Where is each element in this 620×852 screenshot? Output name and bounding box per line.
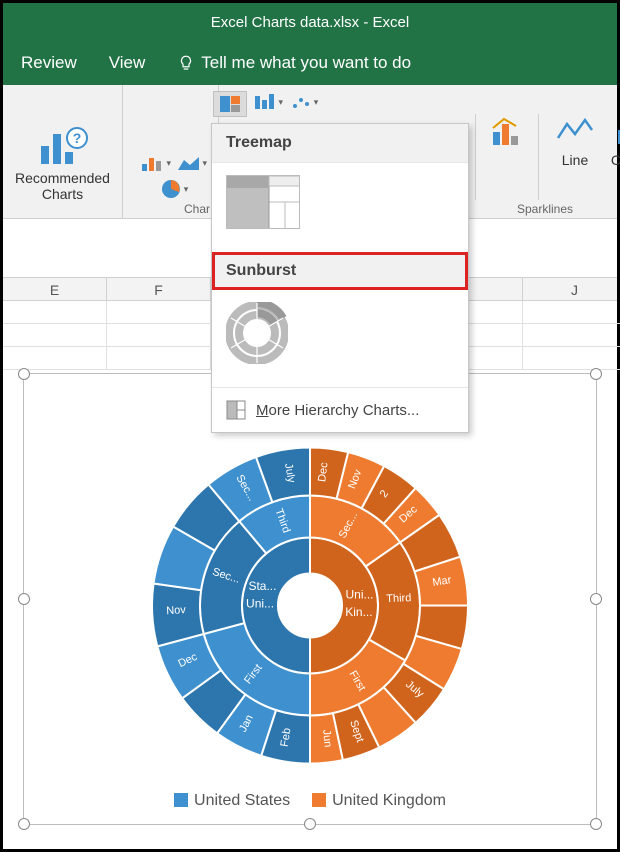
recommended-charts-button[interactable]: ? Recommended Charts <box>8 118 118 202</box>
combo-chart-button[interactable] <box>486 114 530 148</box>
treemap-icon <box>219 95 241 113</box>
resize-handle[interactable] <box>590 368 602 380</box>
treemap-preview-icon[interactable] <box>226 175 300 229</box>
recommended-charts-icon: ? <box>37 124 89 168</box>
chart-type-scatter-icon[interactable] <box>289 91 319 113</box>
dropdown-sunburst-header: Sunburst <box>212 252 468 290</box>
chart-legend: United States United Kingdom <box>24 792 596 810</box>
svg-text:Uni...: Uni... <box>246 596 274 610</box>
sparkline-column-button[interactable]: Column <box>607 114 620 168</box>
chart-type-stat-icon[interactable] <box>253 91 283 113</box>
svg-text:Kin...: Kin... <box>345 605 372 619</box>
resize-handle[interactable] <box>18 593 30 605</box>
more-hierarchy-label: More Hierarchy Charts... <box>256 402 419 419</box>
sparkline-line-icon <box>555 114 595 148</box>
legend-item-us[interactable]: United States <box>174 792 290 810</box>
chart-object[interactable]: Chart Title Uni...Sta...Uni...Kin...Firs… <box>23 373 597 825</box>
group-recommended-charts: ? Recommended Charts <box>3 85 123 218</box>
tab-review[interactable]: Review <box>21 53 77 73</box>
sparkline-line-label: Line <box>562 152 588 168</box>
resize-handle[interactable] <box>590 818 602 830</box>
resize-handle[interactable] <box>18 818 30 830</box>
more-hierarchy-charts[interactable]: More Hierarchy Charts... <box>212 387 468 432</box>
sparkline-column-icon <box>615 114 620 148</box>
more-icon <box>226 400 246 420</box>
dropdown-treemap-header: Treemap <box>212 124 468 163</box>
chart-type-bar-icon[interactable] <box>141 152 171 174</box>
resize-handle[interactable] <box>18 368 30 380</box>
sunburst-chart: Uni...Sta...Uni...Kin...FirstSec...Third… <box>140 436 480 781</box>
recommended-charts-label: Recommended Charts <box>15 170 110 202</box>
sparkline-line-button[interactable]: Line <box>547 114 603 168</box>
svg-text:Uni...: Uni... <box>346 588 374 602</box>
col-header[interactable]: E <box>3 278 107 300</box>
svg-text:Sta...: Sta... <box>248 579 276 593</box>
svg-text:Third: Third <box>386 592 412 605</box>
combo-icon <box>490 114 526 148</box>
chart-type-pie-icon[interactable] <box>159 178 189 200</box>
dropdown-sunburst-body <box>212 290 468 387</box>
window-title: Excel Charts data.xlsx - Excel <box>211 14 409 31</box>
resize-handle[interactable] <box>304 818 316 830</box>
tell-me-text: Tell me what you want to do <box>201 53 411 73</box>
sparkline-column-label: Column <box>611 152 620 168</box>
hierarchy-chart-button[interactable] <box>213 91 247 117</box>
col-header[interactable]: J <box>523 278 620 300</box>
hierarchy-chart-dropdown: Treemap Sunburst More Hierarchy Charts..… <box>211 123 469 433</box>
svg-text:Jun: Jun <box>320 729 334 748</box>
svg-text:Dec: Dec <box>316 461 330 482</box>
group-sparklines: Line Column W Sparklines <box>467 85 617 218</box>
chart-types-row <box>213 91 319 117</box>
sunburst-preview-icon[interactable] <box>226 302 288 364</box>
ribbon-tabs: Review View Tell me what you want to do <box>3 41 617 85</box>
group-sparklines-label: Sparklines <box>517 202 573 216</box>
dropdown-treemap-body <box>212 163 468 252</box>
lightbulb-icon <box>177 54 195 72</box>
group-charts-label: Char <box>184 202 210 216</box>
col-header[interactable]: F <box>107 278 211 300</box>
svg-text:Nov: Nov <box>166 604 187 617</box>
legend-item-uk[interactable]: United Kingdom <box>312 792 446 810</box>
tab-view[interactable]: View <box>109 53 146 73</box>
resize-handle[interactable] <box>590 593 602 605</box>
svg-text:?: ? <box>72 130 81 146</box>
tell-me[interactable]: Tell me what you want to do <box>177 53 411 73</box>
chart-type-area-icon[interactable] <box>177 152 207 174</box>
group-charts: Char <box>123 85 219 218</box>
title-bar: Excel Charts data.xlsx - Excel <box>3 3 617 41</box>
